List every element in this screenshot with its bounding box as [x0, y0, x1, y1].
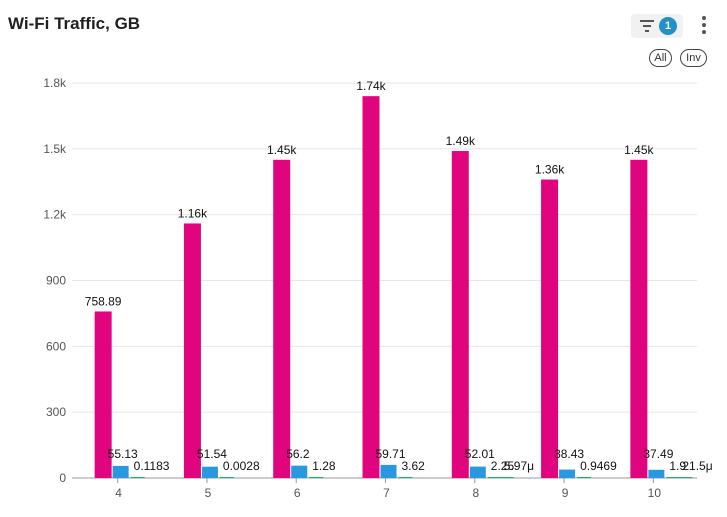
- bar-series-4: [501, 477, 514, 478]
- bar-series-3: [398, 477, 413, 478]
- data-label: 1.74k: [356, 79, 386, 93]
- bar-series-3: [219, 477, 234, 478]
- x-tick-label: 5: [205, 486, 212, 500]
- data-label: 758.89: [85, 294, 122, 308]
- chart-header: Wi-Fi Traffic, GB 1 All Inv: [0, 0, 727, 67]
- x-tick-label: 7: [383, 486, 390, 500]
- bar-series-3: [309, 477, 324, 478]
- bar-series-1: [451, 151, 469, 478]
- bar-series-1: [273, 159, 291, 479]
- data-label: 38.43: [554, 447, 584, 461]
- data-label: 0.9469: [580, 459, 617, 473]
- bar-series-2: [201, 466, 218, 478]
- data-label: 55.13: [108, 447, 138, 461]
- data-label: 0.1183: [134, 459, 170, 473]
- data-label: 5.97μ: [504, 459, 534, 473]
- bar-series-1: [94, 311, 112, 478]
- all-toggle-button[interactable]: All: [649, 49, 672, 67]
- x-tick-label: 8: [472, 486, 479, 500]
- data-label: 51.54: [197, 447, 227, 461]
- bar-series-1: [630, 159, 648, 479]
- data-label: 0.0028: [223, 459, 260, 473]
- bar-series-2: [469, 466, 486, 478]
- data-label: 52.01: [465, 447, 495, 461]
- bar-series-2: [112, 465, 129, 478]
- bar-series-4: [680, 477, 693, 478]
- data-label: 1.36k: [535, 163, 565, 177]
- y-tick-label: 300: [46, 405, 66, 419]
- data-label: 1.45k: [624, 143, 654, 157]
- more-vertical-icon[interactable]: [699, 16, 709, 36]
- x-tick-label: 10: [648, 486, 662, 500]
- x-tick-label: 6: [294, 486, 301, 500]
- data-label: 59.71: [376, 447, 406, 461]
- bar-series-1: [541, 179, 559, 479]
- y-tick-label: 900: [46, 274, 66, 288]
- filter-icon: [640, 20, 654, 32]
- y-tick-label: 600: [46, 339, 66, 353]
- data-label: 56.2: [286, 447, 310, 461]
- x-tick-label: 9: [562, 486, 569, 500]
- data-label: 3.62: [402, 459, 426, 473]
- bar-series-2: [380, 464, 397, 478]
- filter-button[interactable]: 1: [631, 14, 683, 38]
- bar-series-2: [559, 469, 576, 478]
- data-label: 1.28: [312, 459, 336, 473]
- data-label: 1.9: [669, 459, 686, 473]
- bar-series-1: [362, 96, 380, 479]
- bar-series-2: [291, 465, 308, 478]
- chart-title: Wi-Fi Traffic, GB: [8, 14, 141, 33]
- y-tick-label: 1.2k: [43, 208, 67, 222]
- data-label: 1.45k: [267, 143, 297, 157]
- y-tick-label: 1.8k: [43, 76, 67, 90]
- bar-series-2: [648, 469, 665, 478]
- data-label: 21.5μ: [682, 459, 712, 473]
- bar-series-1: [183, 223, 201, 478]
- bar-series-3: [130, 477, 145, 478]
- x-tick-label: 4: [115, 486, 122, 500]
- data-label: 1.16k: [178, 206, 208, 220]
- data-label: 37.49: [643, 447, 673, 461]
- bar-series-3: [487, 477, 502, 478]
- bar-series-3: [577, 477, 592, 478]
- y-tick-label: 1.5k: [43, 142, 67, 156]
- data-label: 2.25: [491, 459, 515, 473]
- bar-series-3: [666, 477, 681, 478]
- filter-count-badge: 1: [659, 17, 677, 35]
- invert-toggle-button[interactable]: Inv: [680, 49, 707, 67]
- data-label: 1.49k: [446, 134, 476, 148]
- y-tick-label: 0: [59, 471, 66, 485]
